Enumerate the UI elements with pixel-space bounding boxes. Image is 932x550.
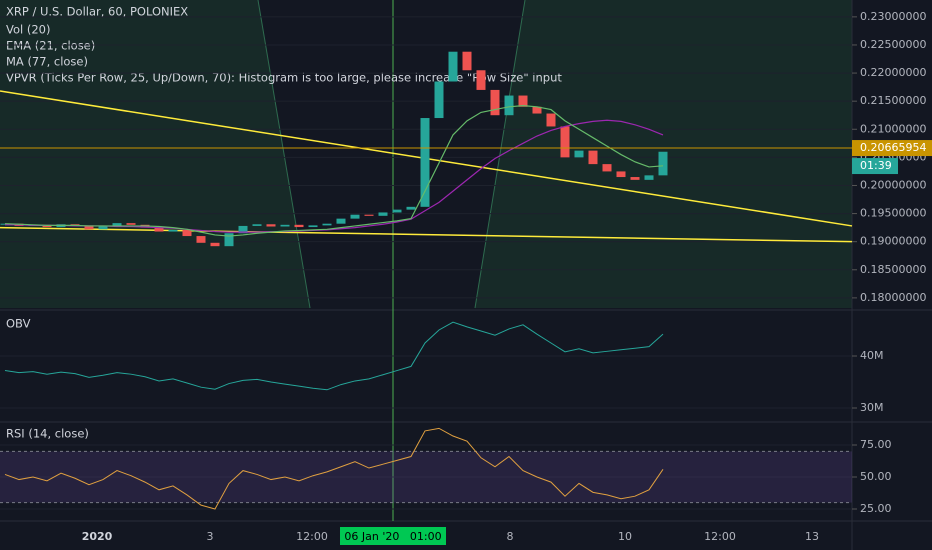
candle bbox=[574, 150, 584, 158]
y-tick-label: 0.18500000 bbox=[860, 263, 926, 276]
indicator: EMA (21, close) bbox=[6, 39, 95, 53]
candle bbox=[378, 212, 388, 216]
pane-title: RSI (14, close) bbox=[6, 427, 89, 441]
indicator: MA (77, close) bbox=[6, 55, 88, 69]
candle bbox=[196, 236, 206, 243]
candle bbox=[364, 214, 374, 216]
y-tick-label: 0.21000000 bbox=[860, 122, 926, 135]
candle bbox=[476, 70, 486, 90]
y-tick-label: 0.18000000 bbox=[860, 291, 926, 304]
candle bbox=[280, 224, 290, 227]
indicator: VPVR (Ticks Per Row, 25, Up/Down, 70): H… bbox=[6, 71, 562, 85]
x-tick-label: 2020 bbox=[82, 530, 113, 543]
candle bbox=[168, 229, 178, 232]
y-tick-label: 50.00 bbox=[860, 470, 892, 483]
y-tick-label: 40M bbox=[860, 349, 884, 362]
candle bbox=[98, 226, 108, 230]
indicator: Vol (20) bbox=[6, 23, 50, 37]
candle bbox=[490, 89, 500, 116]
candle bbox=[644, 175, 654, 180]
candle bbox=[504, 95, 514, 116]
series-line bbox=[4, 321, 664, 391]
candle bbox=[392, 209, 402, 213]
symbol: XRP / U.S. Dollar, 60, POLONIEX bbox=[6, 5, 188, 19]
y-tick-label: 75.00 bbox=[860, 438, 892, 451]
candle bbox=[182, 229, 192, 237]
price-label: 0.20665954 bbox=[860, 141, 926, 154]
candle bbox=[434, 81, 444, 119]
series-line bbox=[4, 427, 664, 510]
candle bbox=[630, 177, 640, 180]
candle bbox=[448, 51, 458, 82]
candle bbox=[658, 151, 668, 176]
candle bbox=[588, 150, 598, 165]
candle bbox=[322, 223, 332, 226]
y-tick-label: 25.00 bbox=[860, 502, 892, 515]
y-tick-label: 0.22500000 bbox=[860, 38, 926, 51]
pane-title: OBV bbox=[6, 317, 31, 331]
x-tick-label: 8 bbox=[507, 530, 514, 543]
candle bbox=[616, 171, 626, 178]
candle bbox=[84, 225, 94, 230]
candle bbox=[266, 224, 276, 227]
candle bbox=[532, 106, 542, 114]
candle bbox=[560, 126, 570, 158]
price-label-bg bbox=[852, 140, 932, 157]
crosshair-label-bg bbox=[340, 527, 446, 545]
crosshair-label: 06 Jan '20 01:00 bbox=[344, 530, 441, 543]
y-tick-label: 0.23000000 bbox=[860, 10, 926, 23]
candle bbox=[518, 95, 528, 107]
candle bbox=[406, 206, 416, 210]
x-tick-label: 12:00 bbox=[296, 530, 328, 543]
x-tick-label: 10 bbox=[618, 530, 632, 543]
countdown-bg bbox=[852, 158, 898, 175]
candle bbox=[154, 227, 164, 232]
candle bbox=[336, 218, 346, 224]
candle bbox=[462, 51, 472, 71]
y-tick-label: 0.19500000 bbox=[860, 207, 926, 220]
candle bbox=[126, 223, 136, 225]
candle bbox=[308, 225, 318, 228]
candle bbox=[602, 164, 612, 172]
x-tick-label: 3 bbox=[207, 530, 214, 543]
y-tick-label: 0.21500000 bbox=[860, 94, 926, 107]
candle bbox=[350, 214, 360, 219]
y-tick-label: 0.20000000 bbox=[860, 178, 926, 191]
candle bbox=[224, 233, 234, 247]
candle bbox=[252, 224, 262, 226]
candle bbox=[210, 242, 220, 247]
candle bbox=[546, 113, 556, 127]
candle bbox=[420, 118, 430, 207]
y-tick-label: 0.22000000 bbox=[860, 66, 926, 79]
x-tick-label: 12:00 bbox=[704, 530, 736, 543]
rsi-band bbox=[0, 451, 852, 503]
countdown: 01:39 bbox=[860, 159, 892, 172]
x-tick-label: 13 bbox=[805, 530, 819, 543]
candle bbox=[112, 223, 122, 227]
y-tick-label: 30M bbox=[860, 401, 884, 414]
candle bbox=[294, 224, 304, 228]
y-tick-label: 0.19000000 bbox=[860, 235, 926, 248]
trendline bbox=[0, 226, 853, 243]
candle bbox=[238, 225, 248, 234]
series-line bbox=[4, 105, 664, 237]
